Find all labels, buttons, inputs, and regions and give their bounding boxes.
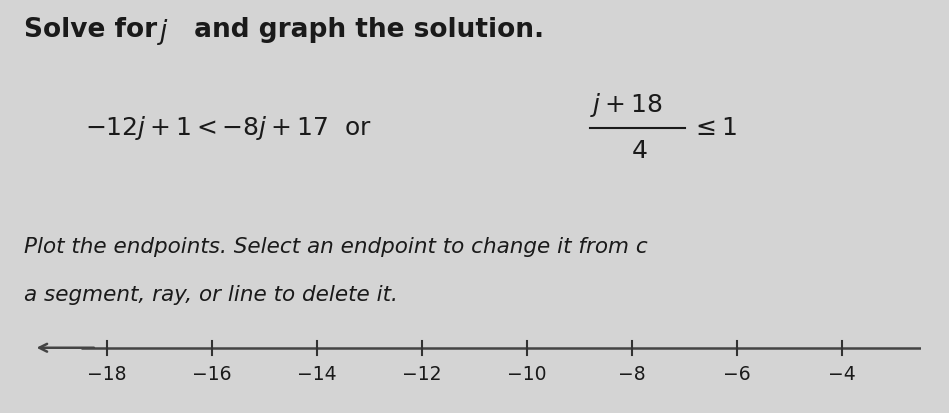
Text: $4$: $4$ xyxy=(631,139,647,163)
Text: −4: −4 xyxy=(828,365,856,384)
Text: and graph the solution.: and graph the solution. xyxy=(185,17,544,43)
Text: $\leq 1$: $\leq 1$ xyxy=(691,116,737,140)
Text: −8: −8 xyxy=(618,365,645,384)
Text: a segment, ray, or line to delete it.: a segment, ray, or line to delete it. xyxy=(24,285,398,305)
Text: −16: −16 xyxy=(193,365,232,384)
Text: $j + 18$: $j + 18$ xyxy=(590,91,663,119)
Text: Solve for: Solve for xyxy=(24,17,166,43)
Text: −6: −6 xyxy=(723,365,751,384)
Text: −14: −14 xyxy=(297,365,337,384)
Text: −10: −10 xyxy=(507,365,547,384)
Text: $j$: $j$ xyxy=(157,17,169,47)
Text: −18: −18 xyxy=(87,365,127,384)
Text: Plot the endpoints. Select an endpoint to change it from c: Plot the endpoints. Select an endpoint t… xyxy=(24,237,647,257)
Text: $-12j + 1 < -8j + 17\ \ \mathrm{or}\ \ $: $-12j + 1 < -8j + 17\ \ \mathrm{or}\ \ $ xyxy=(85,114,372,142)
Text: −12: −12 xyxy=(402,365,442,384)
